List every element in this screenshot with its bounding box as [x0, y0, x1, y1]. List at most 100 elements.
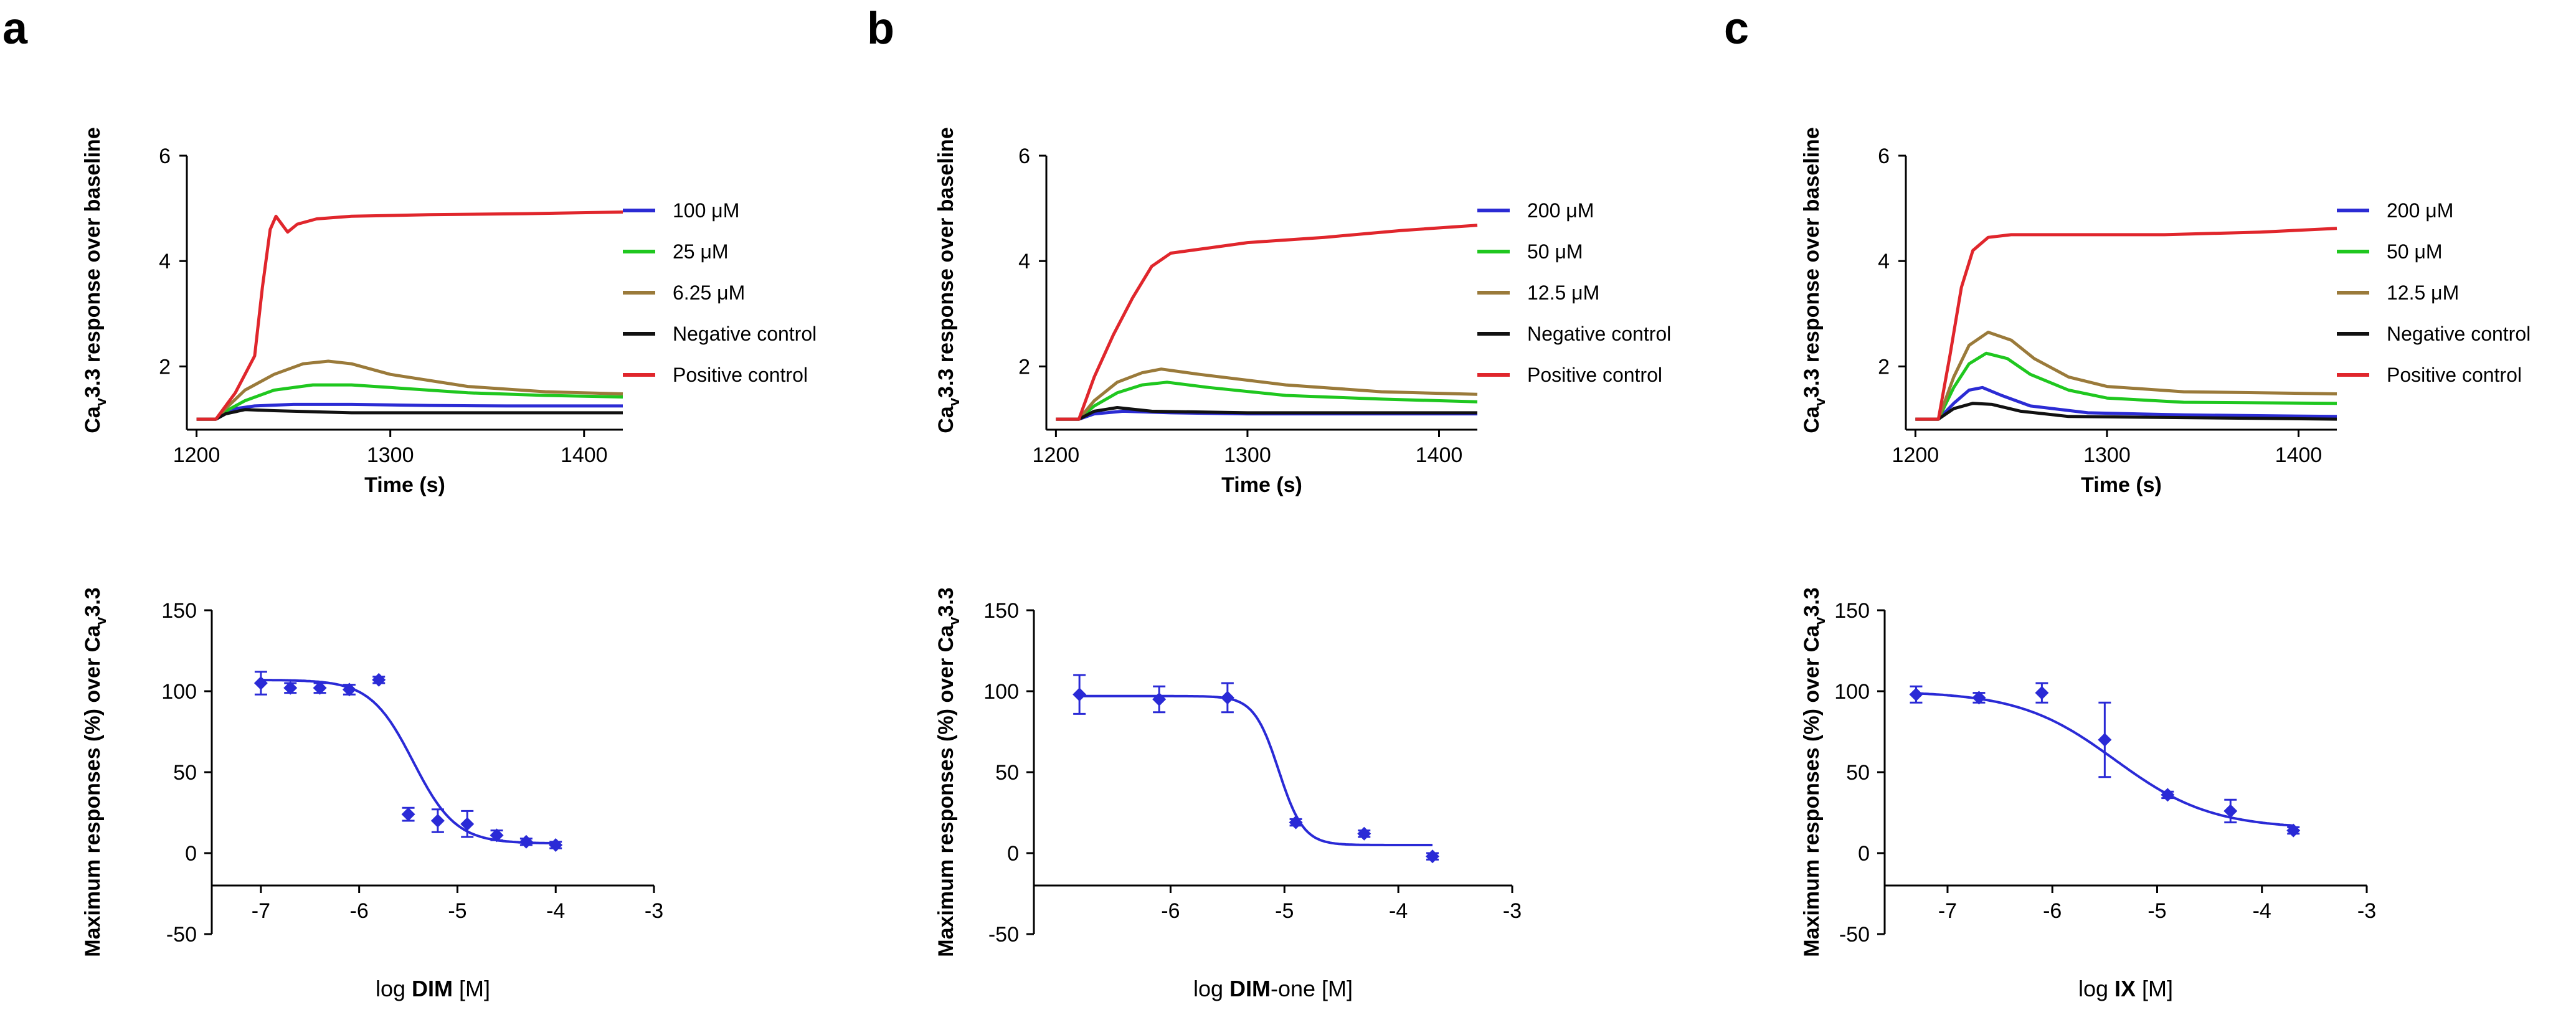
x-tick-label: -7	[1938, 899, 1957, 923]
data-point	[253, 676, 268, 690]
data-point	[460, 817, 475, 831]
y-tick-label: 100	[161, 680, 197, 704]
y-tick-label: 2	[1018, 355, 1030, 379]
x-tick-label: -4	[546, 899, 565, 923]
data-point-group	[2098, 701, 2112, 778]
y-axis-label-sub: v	[93, 397, 110, 406]
x-axis-label: log IX [M]	[2078, 976, 2173, 1001]
legend-label: 50 μM	[1527, 240, 1583, 263]
series-line-red	[196, 210, 623, 421]
data-point	[342, 683, 356, 697]
y-tick-label: 2	[159, 355, 171, 379]
y-axis-label-rest: 3.3	[1800, 587, 1824, 616]
x-axis-label: Time (s)	[2081, 473, 2162, 497]
y-axis-label: Cav3.3 response over baseline	[81, 127, 110, 433]
data-point	[283, 681, 298, 695]
y-axis-label-main: Maximum responses (%) over Ca	[934, 625, 958, 957]
x-tick-label: -5	[448, 899, 466, 923]
y-tick-label: 150	[1834, 599, 1870, 623]
y-axis-label-rest: 3.3 response over baseline	[1800, 127, 1824, 398]
y-tick-label: 50	[173, 761, 197, 785]
data-point-group	[1073, 674, 1087, 715]
y-tick-label: 2	[1878, 355, 1890, 379]
data-point	[549, 838, 563, 852]
x-axis-label: Time (s)	[364, 473, 445, 497]
data-point	[1357, 826, 1371, 841]
data-point-group	[313, 681, 327, 695]
x-axis-label-suffix: -one [M]	[1271, 976, 1353, 1001]
data-point-group	[2161, 788, 2175, 802]
y-tick-label: 4	[159, 250, 171, 273]
series-line-brown	[1056, 367, 1478, 421]
y-axis-label-main: Maximum responses (%) over Ca	[1800, 625, 1824, 957]
data-point	[1220, 691, 1234, 705]
fit-curve	[1079, 694, 1432, 846]
data-point-group	[2035, 682, 2049, 704]
x-tick-label: -5	[1275, 899, 1294, 923]
y-tick-label: 50	[1846, 761, 1870, 785]
x-tick-label: -6	[350, 899, 369, 923]
y-axis-label-rest: 3.3	[81, 587, 105, 616]
x-axis-label-prefix: log	[1193, 976, 1229, 1001]
data-point	[519, 834, 533, 849]
panel-letter-b: b	[867, 4, 894, 54]
data-point	[1152, 692, 1167, 706]
y-axis-label-main: Maximum responses (%) over Ca	[81, 625, 105, 957]
y-axis-label-main: Ca	[934, 405, 958, 433]
data-point	[1289, 815, 1303, 829]
series-line-green	[1056, 380, 1478, 421]
x-tick-label: -6	[2043, 899, 2062, 923]
data-point-group	[1972, 691, 1986, 705]
legend-label: Negative control	[673, 323, 817, 345]
data-point	[1909, 687, 1923, 702]
x-tick-label: -5	[2147, 899, 2166, 923]
data-point-group	[1357, 826, 1371, 841]
legend-label: 25 μM	[673, 240, 729, 263]
y-tick-label: 150	[161, 599, 197, 623]
data-point-group	[2286, 823, 2301, 838]
y-axis-label-rest: 3.3 response over baseline	[81, 127, 105, 398]
x-tick-label: -4	[1389, 899, 1408, 923]
series-line-green	[1915, 351, 2337, 421]
data-point-group	[430, 808, 445, 833]
y-tick-label: -50	[166, 923, 197, 947]
data-point	[2035, 686, 2049, 700]
dose-response-chart-b: -50 0 50 100 150 -6 -5 -4 -3 log DIM-one [M] Maxim…	[934, 587, 1522, 1001]
x-axis-label: Time (s)	[1221, 473, 1302, 497]
x-axis-label-suffix: [M]	[2136, 976, 2173, 1001]
data-point	[2223, 804, 2238, 818]
y-tick-label: 150	[983, 599, 1019, 623]
y-tick-label: 4	[1878, 250, 1890, 273]
data-point	[2098, 733, 2112, 747]
timecourse-chart-b: 2 4 6 1200 1300 1400 Time (s) Cav3.3 response o…	[934, 127, 1671, 497]
y-tick-label: -50	[1839, 923, 1870, 947]
y-tick-label: 6	[159, 144, 171, 168]
data-point-group	[549, 838, 563, 852]
dose-response-chart-a: -50 0 50 100 150 -7 -6 -5 -4 -3 log DIM [M] Maximum…	[81, 587, 663, 1001]
series-line-black	[196, 408, 623, 421]
y-axis-label-sub: v	[946, 616, 963, 625]
y-tick-label: 50	[995, 761, 1019, 785]
dose-response-chart-c: -50 0 50 100 150 -7 -6 -5 -4 -3 log IX [M] Maximum …	[1800, 587, 2376, 1001]
data-point-group	[1289, 815, 1303, 829]
x-axis-label: log DIM-one [M]	[1193, 976, 1353, 1001]
x-tick-label: -3	[1503, 899, 1522, 923]
x-tick-label: 1400	[1416, 443, 1463, 467]
y-tick-label: 6	[1018, 144, 1030, 168]
x-axis-label-compound: DIM	[1229, 976, 1271, 1001]
legend-label: Negative control	[2387, 323, 2531, 345]
y-axis-label: Maximum responses (%) over Cav3.3	[81, 587, 110, 957]
y-tick-label: 6	[1878, 144, 1890, 168]
y-tick-label: 4	[1018, 250, 1030, 273]
data-point	[1426, 849, 1439, 864]
legend-label: 6.25 μM	[673, 281, 745, 304]
data-point	[430, 814, 445, 828]
timecourse-chart-a: 2 4 6 1200 1300 1400 Time (s) Cav3.3 response o…	[81, 127, 817, 497]
x-tick-label: -6	[1161, 899, 1180, 923]
data-point-group	[283, 681, 298, 695]
x-tick-label: 1200	[1033, 443, 1080, 467]
legend-label: Positive control	[2387, 364, 2522, 386]
series-line-red	[1915, 227, 2337, 421]
data-point-group	[253, 671, 268, 696]
